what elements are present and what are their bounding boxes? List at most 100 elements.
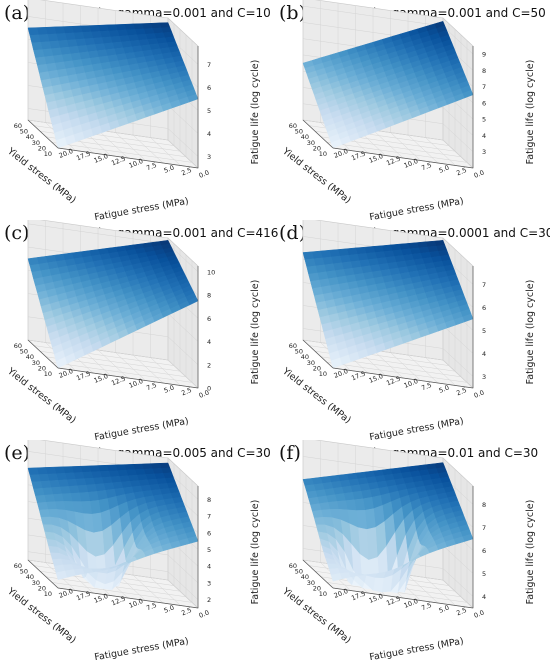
x-axis-label: Fatigue stress (MPa) (94, 416, 190, 440)
panel-letter: (a) (4, 2, 31, 24)
chart-panel: (d) SVR with the gamma=0.0001 and C=30 20.… (275, 220, 550, 440)
x-tick-label: 0.0 (198, 389, 211, 400)
x-tick-label: 10.0 (403, 377, 419, 390)
z-tick-label: 8 (482, 501, 486, 509)
y-tick-label: 10 (319, 370, 327, 378)
z-tick-label: 4 (207, 130, 211, 138)
chart-panel: (c) SVR with the gamma=0.001 and C=416 20.… (0, 220, 278, 440)
y-tick-label: 60 (14, 122, 22, 130)
panel-letter: (f) (279, 442, 301, 464)
z-tick-label: 7 (482, 281, 486, 289)
surface-patch (50, 552, 62, 560)
surface-patch (33, 49, 45, 59)
z-axis-label: Fatigue life (log cycle) (250, 280, 261, 385)
x-tick-label: 12.5 (385, 595, 401, 608)
surface-patch (27, 27, 39, 36)
y-tick-label: 30 (32, 579, 40, 587)
z-tick-label: 7 (482, 83, 486, 91)
surface (302, 462, 474, 594)
surface-plot: 20.0 17.5 15.0 12.5 10.0 7.5 5.0 2.5 0.060504030… (4, 220, 261, 440)
y-tick-label: 50 (295, 348, 303, 356)
x-tick-label: 20.0 (333, 147, 349, 160)
z-tick-label: 5 (482, 570, 486, 578)
surface (27, 462, 199, 591)
z-tick-label: 8 (482, 67, 486, 75)
y-tick-label: 10 (319, 590, 327, 598)
x-tick-label: 2.5 (180, 386, 193, 397)
x-tick-label: 12.5 (110, 375, 126, 388)
x-tick-label: 10.0 (403, 157, 419, 170)
surface-patch (55, 570, 68, 581)
chart-panel: (f) SVR with the gamma=0.01 and C=30 20.0 1… (275, 440, 550, 660)
x-tick-label: 17.5 (350, 370, 366, 383)
y-tick-label: 10 (44, 150, 52, 158)
x-tick-label: 5.0 (163, 164, 176, 175)
surface-patch (31, 481, 43, 490)
x-axis-label: Fatigue stress (MPa) (94, 196, 190, 220)
surface-patch (304, 258, 316, 268)
surface-plot: 20.0 17.5 15.0 12.5 10.0 7.5 5.0 2.5 0.060504030… (279, 220, 536, 440)
x-tick-label: 12.5 (110, 155, 126, 168)
x-tick-label: 20.0 (58, 147, 74, 160)
x-tick-label: 17.5 (75, 590, 91, 603)
x-tick-label: 7.5 (420, 601, 433, 612)
surface-patch (29, 474, 41, 483)
y-tick-label: 40 (26, 133, 34, 141)
z-tick-label: 4 (207, 563, 211, 571)
surface-patch (55, 356, 68, 369)
y-tick-label: 20 (38, 144, 46, 152)
x-tick-label: 0.0 (473, 389, 486, 400)
y-tick-label: 20 (313, 364, 321, 372)
z-tick-label: 3 (482, 373, 486, 381)
x-tick-label: 5.0 (438, 604, 451, 615)
surface-plot: 20.0 17.5 15.0 12.5 10.0 7.5 5.0 2.5 0.060504030… (4, 440, 261, 660)
z-tick-label: 5 (482, 116, 486, 124)
z-tick-label: 3 (207, 153, 211, 161)
surface-patch (42, 524, 54, 534)
x-tick-label: 15.0 (368, 592, 384, 605)
z-tick-label: 4 (482, 593, 486, 601)
surface-patch (312, 509, 324, 519)
z-tick-label: 4 (482, 350, 486, 358)
panel-letter: (c) (4, 222, 30, 244)
x-tick-label: 5.0 (438, 384, 451, 395)
z-tick-label: 3 (482, 148, 486, 156)
surface-patch (306, 265, 318, 275)
z-tick-label: 7 (207, 61, 211, 69)
surface-patch (35, 56, 47, 66)
x-tick-label: 10.0 (128, 377, 144, 390)
y-tick-label: 60 (289, 122, 297, 130)
y-tick-label: 40 (301, 133, 309, 141)
y-tick-label: 40 (26, 573, 34, 581)
y-tick-label: 30 (307, 139, 315, 147)
z-tick-label: 2 (207, 596, 211, 604)
chart-panel: (b) SVR with the gamma=0.001 and C=50 20.0… (275, 0, 550, 220)
x-tick-label: 15.0 (368, 372, 384, 385)
x-tick-label: 20.0 (333, 587, 349, 600)
surface-patch (330, 357, 343, 369)
y-tick-label: 50 (295, 568, 303, 576)
x-tick-label: 7.5 (420, 381, 433, 392)
y-tick-label: 10 (319, 150, 327, 158)
x-tick-label: 5.0 (163, 384, 176, 395)
z-tick-label: 3 (207, 579, 211, 587)
surface-patch (40, 516, 53, 526)
x-tick-label: 2.5 (455, 166, 468, 177)
y-tick-label: 20 (38, 584, 46, 592)
z-axis-label: Fatigue life (log cycle) (250, 60, 261, 165)
z-tick-label: 2 (207, 361, 211, 369)
x-tick-label: 7.5 (420, 161, 433, 172)
z-tick-label: 5 (207, 107, 211, 115)
y-tick-label: 10 (44, 370, 52, 378)
x-tick-label: 20.0 (58, 367, 74, 380)
z-axis-label: Fatigue life (log cycle) (250, 500, 261, 605)
z-tick-label: 4 (207, 338, 211, 346)
panel-letter: (e) (4, 442, 31, 464)
x-tick-label: 20.0 (58, 587, 74, 600)
y-tick-label: 60 (14, 342, 22, 350)
x-tick-label: 2.5 (180, 166, 193, 177)
surface-patch (27, 467, 39, 476)
surface (27, 240, 199, 369)
x-tick-label: 15.0 (368, 152, 384, 165)
